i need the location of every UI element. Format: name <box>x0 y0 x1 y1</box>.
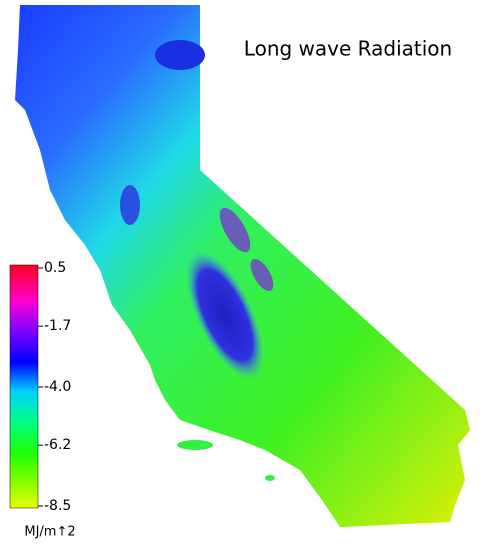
california-map <box>15 5 470 527</box>
tick-label: -8.5 <box>44 498 71 514</box>
colorbar-unit: MJ/m↑2 <box>24 525 75 540</box>
colorbar <box>9 264 39 509</box>
tick-label: 0.5 <box>44 260 66 276</box>
tick-label: -1.7 <box>44 318 71 334</box>
colorbar-ticks: 0.5 -1.7 -4.0 -6.2 -8.5 <box>38 260 71 514</box>
tick-label: -6.2 <box>44 437 71 453</box>
map-title: Long wave Radiation <box>244 37 452 61</box>
tick-label: -4.0 <box>44 379 71 395</box>
